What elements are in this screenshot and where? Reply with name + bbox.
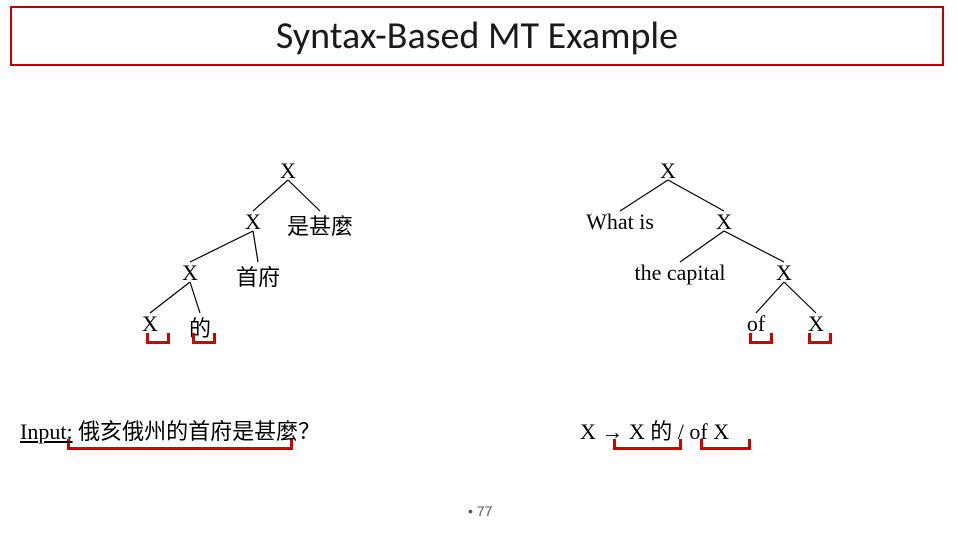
slide-title: Syntax-Based MT Example: [276, 13, 678, 59]
right-tree-edge-n1_r-n2_l: [680, 231, 724, 262]
bracket-left-X: [146, 333, 170, 344]
left-tree-node-n1_l: X: [245, 209, 261, 235]
right-tree-node-n2_r: X: [776, 260, 792, 286]
left-tree-node-n2_l: X: [182, 260, 198, 286]
left-tree-edge-n2_l-n3_l: [150, 282, 190, 313]
right-tree-node-n2_l: the capital: [634, 260, 725, 286]
bracket-left-de: [192, 333, 216, 344]
left-tree-edge-root-n1_l: [253, 180, 288, 211]
left-tree-node-n1_r: 是甚麼: [287, 209, 353, 241]
left-tree-node-n2_r: 首府: [236, 260, 280, 292]
input-text: 俄亥俄州的首府是甚麼？: [78, 419, 320, 444]
rule-lhs: X: [580, 419, 596, 444]
input-line: Input: 俄亥俄州的首府是甚麼？: [20, 414, 320, 446]
left-tree-edge-n2_l-n3_r: [190, 282, 200, 313]
rule-sep: /: [678, 419, 684, 444]
input-label: Input:: [20, 419, 73, 444]
left-tree-edge-n1_l-n2_r: [253, 231, 258, 262]
left-tree-node-root: X: [280, 158, 296, 184]
left-tree-edge-root-n1_r: [288, 180, 320, 211]
right-tree-edge-root-n1_l: [620, 180, 668, 211]
page-bullet: •: [468, 503, 473, 519]
right-tree-edge-root-n1_r: [668, 180, 724, 211]
tree-edges-svg: [0, 0, 958, 540]
right-tree-edge-n1_r-n2_r: [724, 231, 784, 262]
right-tree-node-n1_r: X: [716, 209, 732, 235]
rule-line: X → X 的 / of X: [580, 414, 729, 446]
title-container: Syntax-Based MT Example: [10, 6, 944, 66]
right-tree-node-n1_l: What is: [586, 209, 654, 235]
rule-arrow: →: [601, 419, 623, 444]
page-number: • 77: [468, 503, 492, 519]
bracket-right-of: [749, 333, 773, 344]
bracket-right-X: [808, 333, 832, 344]
page-num-value: 77: [477, 503, 493, 519]
right-tree-edge-n2_r-n3_r: [784, 282, 816, 313]
rule-src: X 的: [629, 419, 672, 444]
right-tree-node-root: X: [660, 158, 676, 184]
left-tree-edge-n1_l-n2_l: [190, 231, 253, 262]
rule-tgt: of X: [689, 419, 729, 444]
right-tree-edge-n2_r-n3_l: [756, 282, 784, 313]
